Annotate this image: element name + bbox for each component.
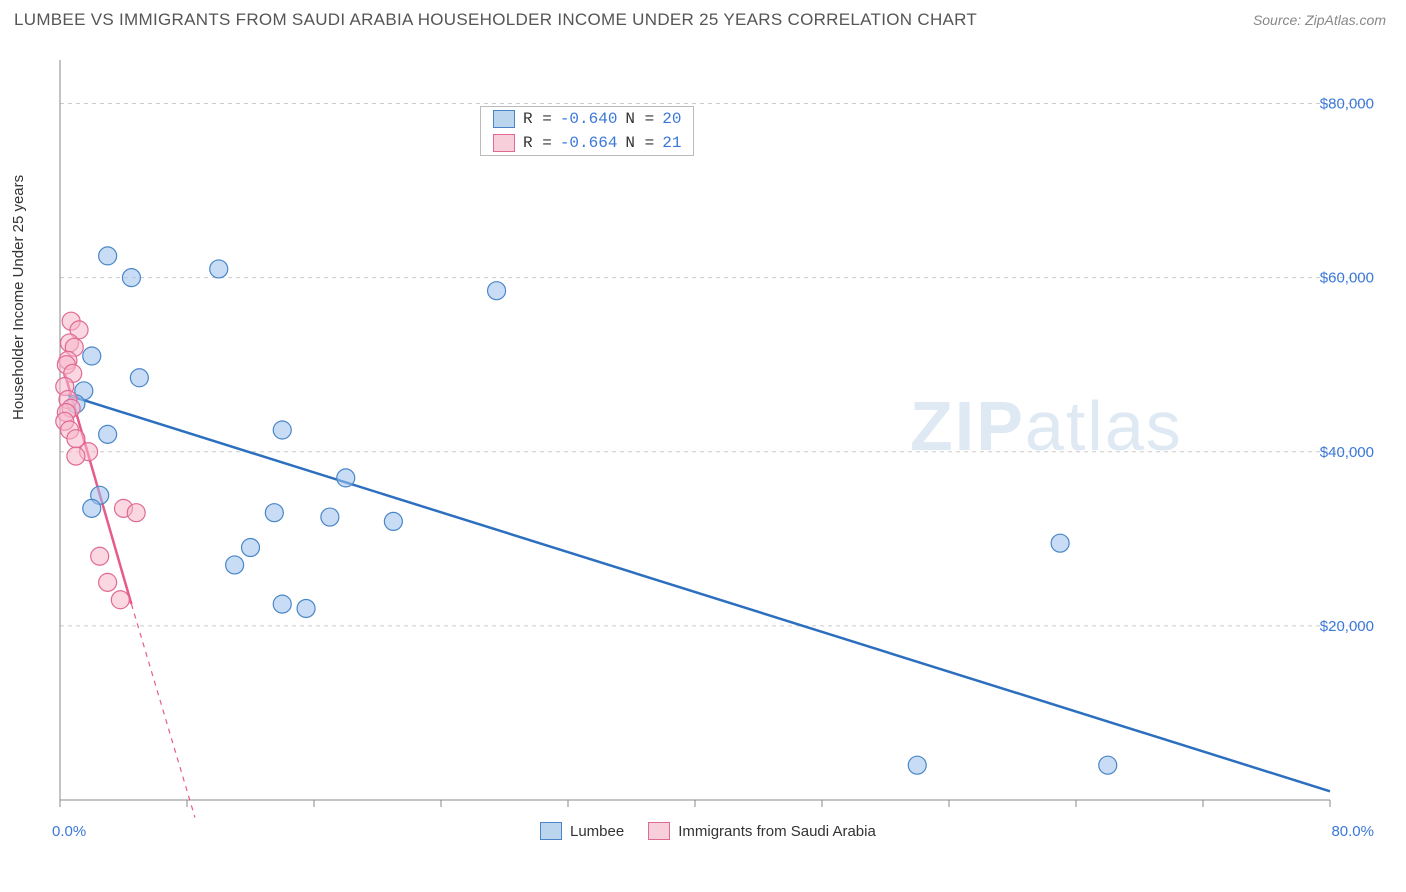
legend-label: Lumbee — [570, 823, 624, 840]
legend-r-value: -0.640 — [560, 110, 618, 128]
x-axis-max-label: 80.0% — [1331, 823, 1374, 840]
x-axis-min-label: 0.0% — [52, 823, 86, 840]
chart-area: ZIPatlas $20,000 $40,000 $60,000 $80,000 R … — [50, 50, 1380, 840]
legend-n-label: N = — [625, 134, 654, 152]
svg-text:$60,000: $60,000 — [1320, 270, 1374, 287]
legend-label: Immigrants from Saudi Arabia — [678, 823, 876, 840]
svg-text:$80,000: $80,000 — [1320, 96, 1374, 113]
legend-n-value: 21 — [662, 134, 681, 152]
legend-correlation-box: R = -0.640 N = 20 R = -0.664 N = 21 — [480, 106, 694, 156]
legend-r-value: -0.664 — [560, 134, 618, 152]
legend-swatch-blue — [493, 110, 515, 128]
chart-title: LUMBEE VS IMMIGRANTS FROM SAUDI ARABIA H… — [14, 10, 977, 30]
svg-text:$40,000: $40,000 — [1320, 444, 1374, 461]
legend-series-box: Lumbee Immigrants from Saudi Arabia — [540, 822, 876, 840]
y-axis-label: Householder Income Under 25 years — [10, 175, 27, 420]
legend-swatch-pink — [493, 134, 515, 152]
legend-n-label: N = — [625, 110, 654, 128]
watermark-text: ZIPatlas — [910, 387, 1183, 465]
legend-row-lumbee: R = -0.640 N = 20 — [481, 107, 693, 131]
svg-text:$20,000: $20,000 — [1320, 618, 1374, 635]
source-attribution: Source: ZipAtlas.com — [1253, 12, 1386, 28]
legend-item-saudi: Immigrants from Saudi Arabia — [648, 822, 876, 840]
legend-r-label: R = — [523, 134, 552, 152]
scatter-plot-svg: ZIPatlas $20,000 $40,000 $60,000 $80,000 — [50, 50, 1380, 840]
legend-row-saudi: R = -0.664 N = 21 — [481, 131, 693, 155]
legend-item-lumbee: Lumbee — [540, 822, 624, 840]
legend-n-value: 20 — [662, 110, 681, 128]
legend-swatch-pink-icon — [648, 822, 670, 840]
legend-r-label: R = — [523, 110, 552, 128]
legend-swatch-blue-icon — [540, 822, 562, 840]
title-bar: LUMBEE VS IMMIGRANTS FROM SAUDI ARABIA H… — [0, 0, 1406, 38]
